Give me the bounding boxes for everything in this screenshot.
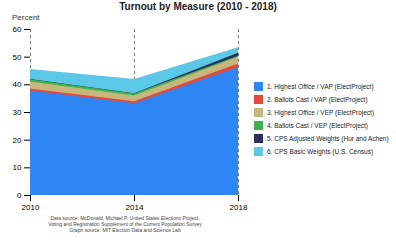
html-text:6. CPS Basic Weights (U.S. Cen: 6. CPS Basic Weights (U.S. Census) xyxy=(267,148,374,155)
svg-text:60: 60 xyxy=(13,25,22,34)
svg-text:50: 50 xyxy=(13,53,22,62)
svg-text:2018: 2018 xyxy=(230,203,248,212)
html-text:5. CPS Adjusted Weights (Hur a: 5. CPS Adjusted Weights (Hur and Achen) xyxy=(267,135,389,142)
html-text:Voting and Registration Supple: Voting and Registration Supplement of th… xyxy=(48,221,202,227)
svg-text:20: 20 xyxy=(13,136,22,145)
html-text:3. Highest Office / VEP (Elect: 3. Highest Office / VEP (ElectProject) xyxy=(267,109,375,116)
html-text:Data source: McDonald, Michael: Data source: McDonald, Michael P. United… xyxy=(50,215,200,221)
svg-text:10: 10 xyxy=(13,163,22,172)
html-text:2. Ballots Cast / VAP (ElectPr: 2. Ballots Cast / VAP (ElectProject) xyxy=(267,96,368,103)
svg-text:2010: 2010 xyxy=(22,203,40,212)
svg-text:0: 0 xyxy=(17,191,22,200)
html-text:Percent: Percent xyxy=(12,13,40,22)
html-text:1. Highest Office / VAP (Elect: 1. Highest Office / VAP (ElectProject) xyxy=(267,83,374,90)
html-text:4. Ballots Cast / VEP (ElectPr: 4. Ballots Cast / VEP (ElectProject) xyxy=(267,122,368,129)
svg-text:2014: 2014 xyxy=(126,203,144,212)
svg-text:30: 30 xyxy=(13,108,22,117)
svg-text:40: 40 xyxy=(13,80,22,89)
html-text:Turnout by Measure (2010 - 201: Turnout by Measure (2010 - 2018) xyxy=(119,1,277,12)
html-text:Graph source: MIT Election Dat: Graph source: MIT Election Data and Scie… xyxy=(69,227,181,233)
